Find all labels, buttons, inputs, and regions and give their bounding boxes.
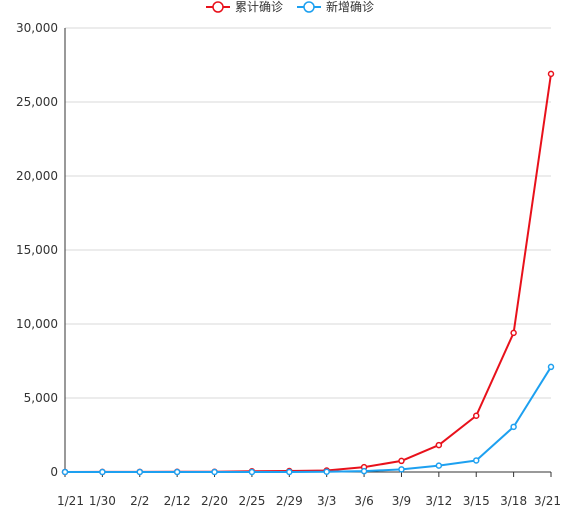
series-line-0 [64, 73, 552, 473]
x-tick-label: 3/6 [354, 494, 373, 508]
x-tick-label: 3/9 [392, 494, 411, 508]
grid-lines [65, 27, 551, 399]
data-point[interactable] [547, 363, 555, 371]
y-tick-label: 0 [50, 465, 58, 479]
y-tick-label: 25,000 [16, 95, 58, 109]
data-point[interactable] [136, 468, 144, 476]
legend[interactable]: 累计确诊 新增确诊 [206, 0, 374, 14]
data-point[interactable] [286, 468, 293, 476]
data-point[interactable] [547, 70, 555, 78]
series-lines [61, 70, 555, 476]
series-line-1 [64, 366, 552, 473]
x-tick-label: 2/29 [276, 494, 303, 508]
data-point[interactable] [61, 468, 69, 476]
y-tick-label: 15,000 [16, 243, 58, 257]
data-point[interactable] [248, 468, 256, 476]
data-point[interactable] [510, 329, 517, 337]
data-point[interactable] [472, 412, 480, 420]
x-tick-label: 3/21 [534, 494, 561, 508]
legend-label: 累计确诊 [235, 0, 283, 14]
data-point[interactable] [173, 468, 181, 476]
x-tick-label: 1/21 [57, 494, 84, 508]
x-tick-label: 3/15 [463, 494, 490, 508]
x-tick-label: 2/25 [238, 494, 265, 508]
data-point[interactable] [323, 468, 330, 475]
y-tick-label: 10,000 [16, 317, 58, 331]
legend-label: 新增确诊 [326, 0, 374, 14]
data-point[interactable] [211, 468, 218, 476]
data-point[interactable] [360, 467, 368, 475]
axes: 0 5,000 10,000 15,000 20,000 25,000 30,000 1/21… [16, 21, 561, 508]
x-tick-label: 2/2 [130, 494, 149, 508]
legend-marker [212, 1, 224, 13]
data-point[interactable] [398, 457, 405, 465]
data-point[interactable] [510, 423, 517, 431]
x-tick-label: 2/12 [164, 494, 191, 508]
x-tick-label: 3/3 [317, 494, 336, 508]
legend-item-1[interactable]: 新增确诊 [297, 0, 374, 14]
data-point[interactable] [435, 441, 443, 449]
x-tick-label: 2/20 [201, 494, 228, 508]
y-tick-label: 5,000 [24, 391, 58, 405]
data-point[interactable] [472, 457, 480, 464]
data-point[interactable] [99, 468, 106, 476]
x-tick-label: 3/12 [425, 494, 452, 508]
x-tick-label: 1/30 [89, 494, 116, 508]
x-tick-label: 3/18 [500, 494, 527, 508]
data-point[interactable] [435, 462, 443, 469]
y-tick-label: 30,000 [16, 21, 58, 35]
legend-marker [303, 1, 315, 13]
data-point[interactable] [398, 466, 405, 473]
legend-item-0[interactable]: 累计确诊 [206, 0, 283, 14]
y-tick-label: 20,000 [16, 169, 58, 183]
